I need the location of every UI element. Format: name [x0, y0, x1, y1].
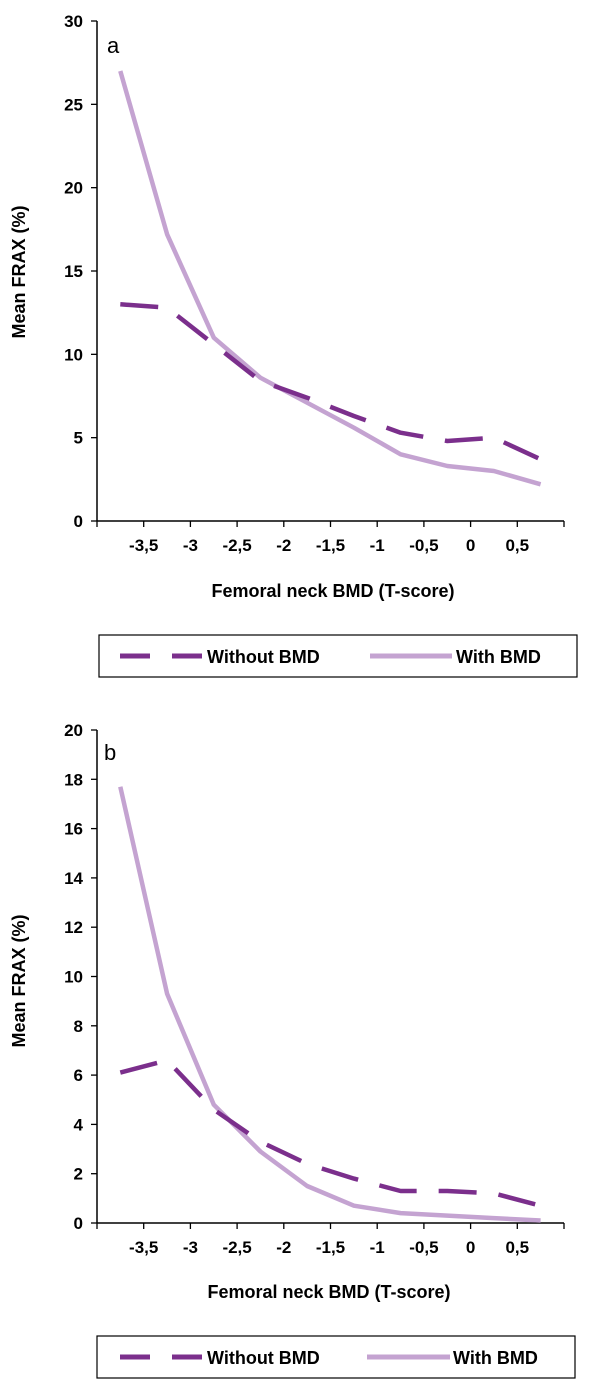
x-tick-label: -3	[183, 1238, 198, 1257]
legend-label-with-bmd: With BMD	[456, 647, 541, 667]
x-tick-label: -1,5	[316, 536, 345, 555]
x-axis-title: Femoral neck BMD (T-score)	[211, 581, 454, 601]
y-axis-title: Mean FRAX (%)	[9, 914, 29, 1047]
x-tick-label: -1	[370, 1238, 385, 1257]
x-tick-label: 0	[466, 1238, 475, 1257]
y-tick-label: 10	[64, 968, 83, 987]
panel-label: a	[107, 33, 120, 58]
chart-panel-a: a 0 5 10 15 20 25 30 -3,5 -3 -2,5 -2 -1,5 -1 -0,5 0 0,…	[9, 12, 578, 678]
y-tick-label: 30	[64, 12, 83, 31]
y-axis-ticks: 0 5 10 15 20 25 30	[64, 12, 97, 531]
y-tick-label: 0	[74, 512, 83, 531]
x-tick-label: -2	[276, 536, 291, 555]
x-tick-label: -1,5	[316, 1238, 345, 1257]
x-axis-title: Femoral neck BMD (T-score)	[207, 1282, 450, 1302]
series-line-with-bmd	[118, 70, 542, 487]
x-tick-label: 0,5	[505, 536, 529, 555]
y-tick-label: 16	[64, 820, 83, 839]
x-tick-label: -3,5	[129, 536, 158, 555]
x-axis-ticks: -3,5 -3 -2,5 -2 -1,5 -1 -0,5 0 0,5	[96, 1223, 565, 1257]
chart-panel-b: b 0 2 4 6 8 10 12 14 16 18 20 -3,5 -3 -2,5 -2 -1,5 -1 -0…	[9, 721, 576, 1379]
x-tick-label: -2	[276, 1238, 291, 1257]
x-tick-label: -2,5	[222, 1238, 251, 1257]
y-tick-label: 15	[64, 262, 83, 281]
y-tick-label: 6	[74, 1066, 83, 1085]
y-tick-label: 14	[64, 869, 83, 888]
x-tick-label: 0	[466, 536, 475, 555]
y-axis-title: Mean FRAX (%)	[9, 205, 29, 338]
x-tick-label: -3	[183, 536, 198, 555]
y-tick-label: 2	[74, 1165, 83, 1184]
legend-label-with-bmd: With BMD	[453, 1348, 538, 1368]
panel-label: b	[104, 740, 116, 765]
y-tick-label: 25	[64, 95, 83, 114]
x-tick-label: -0,5	[409, 1238, 438, 1257]
y-tick-label: 18	[64, 770, 83, 789]
y-axis-ticks: 0 2 4 6 8 10 12 14 16 18 20	[64, 721, 97, 1233]
x-axis-ticks: -3,5 -3 -2,5 -2 -1,5 -1 -0,5 0 0,5	[96, 521, 565, 555]
x-tick-label: -1	[370, 536, 385, 555]
x-tick-label: -0,5	[409, 536, 438, 555]
legend-label-without-bmd: Without BMD	[207, 647, 320, 667]
legend: Without BMD With BMD	[96, 1335, 576, 1379]
y-tick-label: 10	[64, 345, 83, 364]
series-line-with-bmd	[118, 786, 541, 1223]
y-tick-label: 20	[64, 179, 83, 198]
series-line-without-bmd	[119, 1058, 542, 1208]
y-tick-label: 12	[64, 918, 83, 937]
series-layer	[118, 786, 542, 1223]
series-layer	[118, 70, 542, 487]
legend-label-without-bmd: Without BMD	[207, 1348, 320, 1368]
x-tick-label: -3,5	[129, 1238, 158, 1257]
y-tick-label: 0	[74, 1214, 83, 1233]
legend: Without BMD With BMD	[98, 634, 578, 678]
x-tick-label: -2,5	[222, 536, 251, 555]
y-tick-label: 8	[74, 1017, 83, 1036]
y-tick-label: 5	[74, 429, 83, 448]
y-tick-label: 20	[64, 721, 83, 740]
x-tick-label: 0,5	[505, 1238, 529, 1257]
y-tick-label: 4	[74, 1115, 84, 1134]
series-line-without-bmd	[120, 302, 542, 462]
